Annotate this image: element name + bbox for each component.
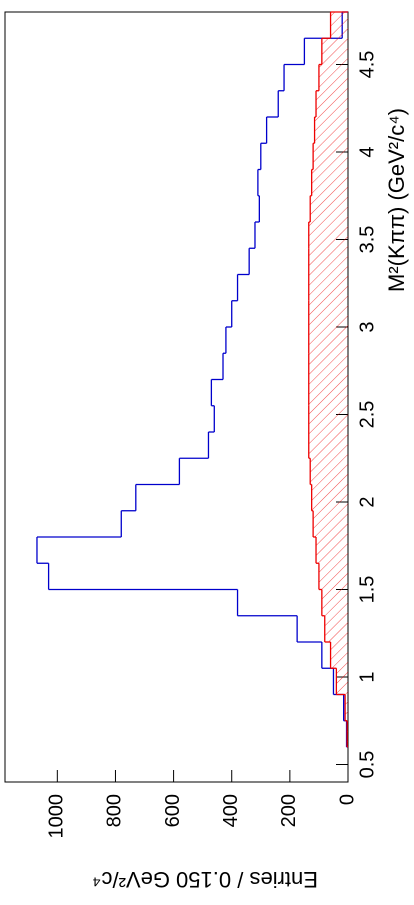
hatch-bar (308, 327, 348, 354)
plot-frame (4, 11, 349, 783)
y-tick-label: 600 (162, 794, 184, 827)
hatch-bar (308, 274, 348, 301)
x-tick-label: 0.5 (356, 751, 378, 779)
hatch-bar (330, 12, 348, 39)
hatch-bar (308, 222, 348, 249)
hatch-bar (314, 117, 348, 144)
y-tick-label: 400 (220, 794, 242, 827)
hatch-bar (308, 248, 348, 275)
hatch-bar (310, 195, 348, 222)
hatch-bar (316, 537, 348, 564)
x-tick-label: 1.5 (356, 576, 378, 604)
hatch-bar (308, 432, 348, 459)
hatch-bar (330, 642, 348, 669)
x-tick-label: 4 (356, 146, 378, 157)
hatch-bar (336, 668, 348, 695)
y-tick-label: 1000 (46, 794, 68, 839)
x-tick-label: 4.5 (356, 51, 378, 79)
hatch-bar (308, 379, 348, 406)
x-tick-label: 2.5 (356, 401, 378, 429)
hatch-bar (311, 169, 348, 196)
hatch-bar (311, 484, 348, 511)
x-axis-title: M²(Kππ) (GeV²/c⁴) (384, 108, 409, 292)
hatch-bar (308, 300, 348, 327)
hatch-bar (321, 38, 348, 65)
x-tick-label: 2 (356, 496, 378, 507)
hatch-bar (313, 143, 348, 170)
hatch-bar (324, 615, 348, 642)
x-tick-label: 1 (356, 671, 378, 682)
hatch-bar (308, 405, 348, 432)
hatch-bar (310, 458, 348, 485)
hatch-bar (313, 510, 348, 537)
hatch-bar (318, 64, 348, 91)
y-tick-label: 200 (278, 794, 300, 827)
y-tick-label: 800 (104, 794, 126, 827)
hatch-bar (318, 563, 348, 590)
y-tick-label: 0 (336, 794, 358, 805)
x-tick-label: 3 (356, 321, 378, 332)
y-axis-title: Entries / 0.150 GeV²/c⁴ (92, 867, 318, 892)
x-tick-label: 3.5 (356, 226, 378, 254)
hatch-bar (321, 589, 348, 616)
hatch-bar (345, 694, 348, 721)
hatch-bar (316, 90, 348, 117)
hatch-bar (308, 353, 348, 380)
